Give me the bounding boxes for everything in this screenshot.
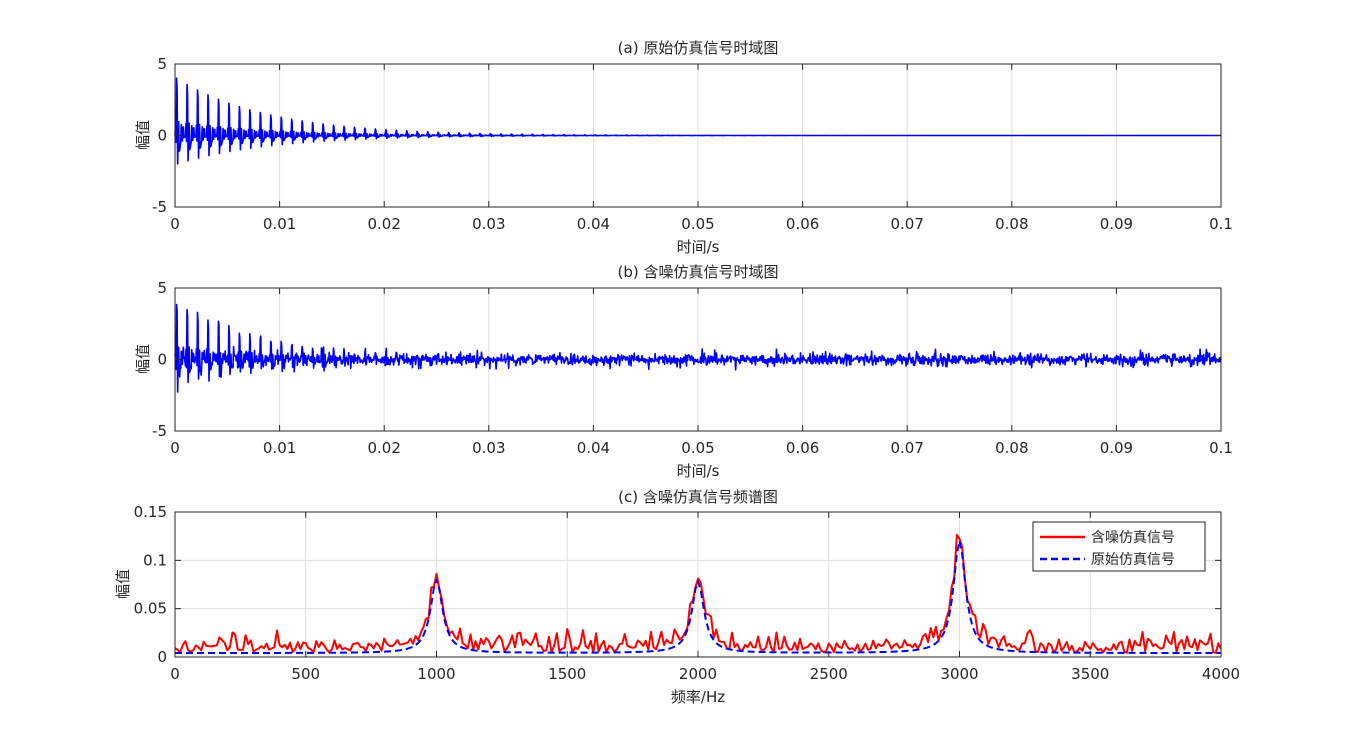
tick-label-x-b: 0.06 (786, 439, 819, 457)
tick-label-x-b: 0 (170, 439, 180, 457)
tick-label-x-b: 0.05 (681, 439, 714, 457)
tick-label-x-a: 0.06 (786, 215, 819, 233)
tick-label-x-a: 0.03 (472, 215, 505, 233)
tick-label-x-c: 2000 (679, 665, 717, 683)
tick-label-y-c: 0.05 (134, 600, 167, 618)
tick-label-y-a: 0 (157, 127, 167, 145)
tick-label-x-a: 0 (170, 215, 180, 233)
tick-label-x-a: 0.1 (1209, 215, 1233, 233)
tick-label-y-a: -5 (152, 198, 167, 216)
legend-label-noisy: 含噪仿真信号 (1091, 530, 1175, 546)
tick-label-y-b: 0 (157, 351, 167, 369)
series-line-noisy-time (174, 303, 1222, 393)
series-line-noisy-spectrum (174, 533, 1222, 654)
tick-label-y-a: 5 (157, 55, 167, 73)
series-line-original-time (174, 77, 1222, 165)
tick-label-x-c: 3500 (1071, 665, 1109, 683)
tick-label-x-b: 0.09 (1100, 439, 1133, 457)
tick-label-y-c: 0 (157, 648, 167, 666)
tick-label-x-b: 0.01 (263, 439, 296, 457)
subplot-c: 0 500 1000 1500 2000 2500 3000 3500 4000 0 0.05 0.1… (114, 488, 1240, 706)
tick-label-y-c: 0.1 (143, 551, 167, 569)
tick-label-x-b: 0.08 (995, 439, 1028, 457)
tick-label-x-b: 0.1 (1209, 439, 1233, 457)
series-group-b (174, 303, 1222, 393)
tick-label-x-b: 0.03 (472, 439, 505, 457)
tick-label-y-b: -5 (152, 422, 167, 440)
xlabel-c: 频率/Hz (671, 688, 725, 706)
legend-label-original: 原始仿真信号 (1091, 552, 1175, 568)
tick-label-x-a: 0.08 (995, 215, 1028, 233)
title-c: (c) 含噪仿真信号频谱图 (618, 488, 778, 506)
series-group-a (174, 77, 1222, 165)
ticks-c: 0 500 1000 1500 2000 2500 3000 3500 4000 0 0.05 0.1… (134, 503, 1241, 683)
ylabel-a: 幅值 (134, 120, 152, 150)
tick-label-x-c: 1000 (417, 665, 455, 683)
tick-label-x-b: 0.02 (367, 439, 400, 457)
tick-label-x-c: 0 (170, 665, 180, 683)
tick-label-x-a: 0.04 (577, 215, 610, 233)
tick-label-x-b: 0.04 (577, 439, 610, 457)
series-group-c (174, 533, 1222, 655)
tick-label-x-c: 1500 (548, 665, 586, 683)
ticks-a: 0 0.01 0.02 0.03 0.04 0.05 0.06 0.07 0.08 0.09 0.1… (152, 55, 1233, 233)
legend-box (1032, 521, 1206, 572)
tick-label-x-c: 2500 (810, 665, 848, 683)
title-a: (a) 原始仿真信号时域图 (618, 39, 779, 57)
tick-label-y-c: 0.15 (134, 503, 167, 521)
legend: 含噪仿真信号 原始仿真信号 (1032, 521, 1206, 572)
series-line-original-spectrum (175, 539, 1222, 655)
ylabel-b: 幅值 (134, 344, 152, 374)
subplot-b: 0 0.01 0.02 0.03 0.04 0.05 0.06 0.07 0.08 0.09 0.1… (134, 263, 1233, 480)
tick-label-x-a: 0.07 (890, 215, 923, 233)
tick-label-x-a: 0.05 (681, 215, 714, 233)
tick-label-y-b: 5 (157, 279, 167, 297)
xlabel-b: 时间/s (677, 462, 720, 480)
tick-label-x-c: 3000 (940, 665, 978, 683)
tick-label-x-a: 0.01 (263, 215, 296, 233)
subplot-a: 0 0.01 0.02 0.03 0.04 0.05 0.06 0.07 0.08 0.09 0.1… (134, 39, 1233, 256)
ticks-b: 0 0.01 0.02 0.03 0.04 0.05 0.06 0.07 0.08 0.09 0.1… (152, 279, 1233, 457)
tick-label-x-c: 500 (291, 665, 320, 683)
tick-label-x-a: 0.02 (367, 215, 400, 233)
ylabel-c: 幅值 (114, 569, 132, 599)
tick-label-x-b: 0.07 (890, 439, 923, 457)
tick-label-x-c: 4000 (1202, 665, 1240, 683)
tick-label-x-a: 0.09 (1100, 215, 1133, 233)
xlabel-a: 时间/s (677, 238, 720, 256)
title-b: (b) 含噪仿真信号时域图 (618, 263, 779, 281)
